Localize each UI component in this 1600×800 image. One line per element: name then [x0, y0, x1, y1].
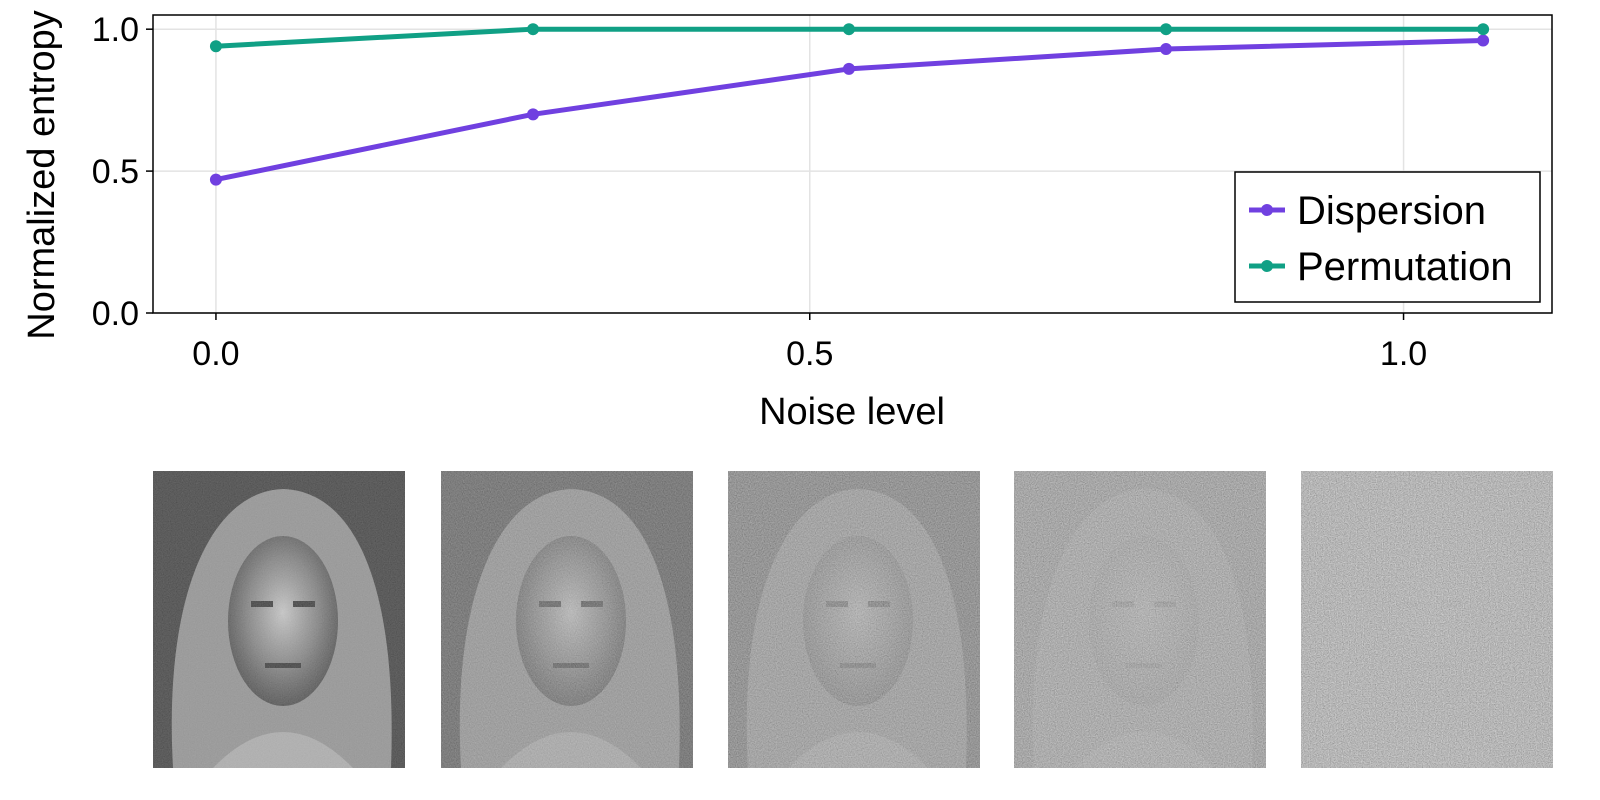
x-tick-label: 0.0: [192, 335, 239, 373]
portrait-eye-right: [1154, 601, 1176, 607]
legend-swatch-marker: [1261, 204, 1273, 216]
plot-frame: [152, 14, 1553, 314]
data-point: [1477, 23, 1490, 36]
legend-label: Dispersion: [1297, 189, 1486, 233]
x-axis-title: Noise level: [759, 391, 945, 433]
y-tick-label: 0.0: [92, 295, 139, 333]
x-tick-label: 0.5: [786, 335, 833, 373]
portrait-mouth: [840, 663, 876, 668]
clip-mask: [0, 0, 80, 2]
portrait-mouth: [1413, 663, 1449, 668]
data-point: [209, 40, 222, 53]
y-axis-title: Normalized entropy: [21, 10, 63, 339]
portrait-shoulders: [213, 732, 353, 768]
y-tick-label: 1.0: [92, 11, 139, 49]
x-tick-label: 1.0: [1380, 335, 1427, 373]
portrait-shoulders: [1361, 732, 1501, 768]
portrait-eye-left: [1399, 601, 1421, 607]
legend-item-dispersion: Dispersion: [1249, 189, 1486, 233]
data-point: [842, 62, 855, 75]
data-point: [527, 108, 540, 121]
portrait-face: [516, 536, 626, 706]
noisy-portrait-2: [441, 471, 693, 768]
portrait-eye-left: [539, 601, 561, 607]
portrait-eye-left: [826, 601, 848, 607]
portrait-eye-left: [1112, 601, 1134, 607]
data-point: [1477, 34, 1490, 47]
legend-label: Permutation: [1297, 245, 1513, 289]
data-point: [842, 23, 855, 36]
portrait-eye-right: [1441, 601, 1463, 607]
portrait-eye-right: [293, 601, 315, 607]
noisy-portrait-4: [1014, 471, 1266, 768]
series-permutation: [209, 23, 1490, 53]
legend-swatch-marker: [1261, 260, 1273, 272]
data-point: [527, 23, 540, 36]
portrait-face: [1089, 536, 1199, 706]
y-tick-label: 0.5: [92, 153, 139, 191]
portrait-mouth: [553, 663, 589, 668]
portrait-face: [1376, 536, 1486, 706]
portrait-eye-right: [581, 601, 603, 607]
portrait-face: [228, 536, 338, 706]
legend: Dispersion Permutation: [1234, 171, 1541, 303]
data-point: [209, 173, 222, 186]
portrait-face: [803, 536, 913, 706]
portrait-eye-left: [251, 601, 273, 607]
series-dispersion: [209, 34, 1490, 186]
noisy-portrait-5: [1301, 471, 1553, 768]
series-layer: [209, 23, 1490, 186]
portrait-mouth: [265, 663, 301, 668]
noisy-portrait-1: [153, 471, 405, 768]
axes: 0.0 0.5 1.0 0.0 0.5 1.0: [92, 11, 1553, 373]
portrait-shoulders: [1074, 732, 1214, 768]
data-point: [1160, 43, 1173, 56]
legend-item-permutation: Permutation: [1249, 245, 1513, 289]
portrait-shoulders: [788, 732, 928, 768]
noisy-portrait-3: [728, 471, 980, 768]
portrait-shoulders: [501, 732, 641, 768]
legend-box: [1234, 171, 1541, 303]
portrait-eye-right: [868, 601, 890, 607]
portrait-mouth: [1126, 663, 1162, 668]
data-point: [1160, 23, 1173, 36]
noise-image-strip: [153, 471, 1553, 768]
